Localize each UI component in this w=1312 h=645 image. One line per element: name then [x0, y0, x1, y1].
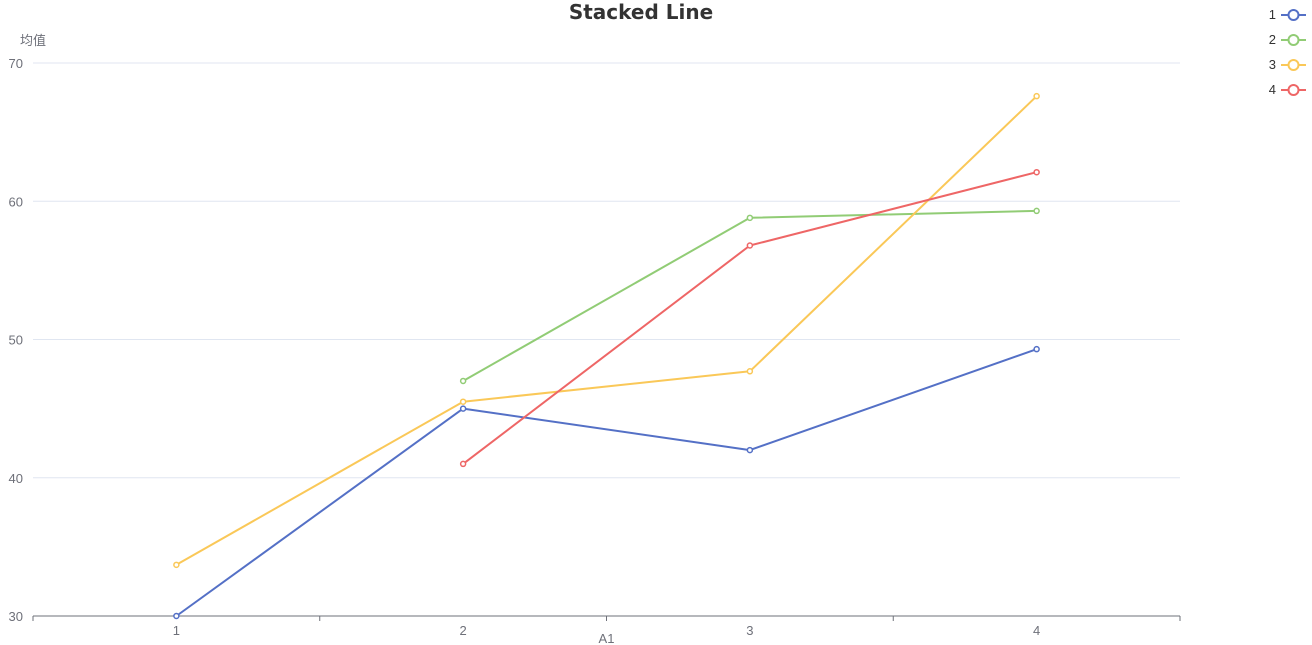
x-tick-label: 1	[173, 623, 180, 638]
legend-label: 1	[1268, 7, 1276, 22]
series-line-2	[462, 209, 1037, 382]
y-tick-label: 40	[9, 471, 23, 486]
legend-line-circle-icon	[1281, 58, 1306, 71]
data-point-series-1	[1033, 345, 1040, 353]
x-tick-label: 2	[460, 623, 467, 638]
data-point-series-3	[1033, 92, 1040, 100]
y-tick-label: 30	[9, 609, 23, 624]
y-tick-label: 50	[9, 333, 23, 348]
data-point-series-2	[459, 377, 467, 385]
legend-label: 3	[1268, 57, 1276, 72]
data-point-series-3	[459, 398, 467, 405]
legend-line-circle-icon	[1281, 33, 1306, 46]
data-point-series-4	[459, 460, 467, 468]
data-point-series-1	[459, 405, 467, 412]
x-tick-label: 3	[746, 623, 753, 638]
data-point-series-2	[1033, 207, 1040, 215]
legend-item-2[interactable]: 2	[1269, 27, 1306, 52]
x-tick-label: 4	[1033, 623, 1040, 638]
series-line-3	[175, 95, 1038, 566]
legend-item-1[interactable]: 1	[1269, 2, 1306, 27]
x-axis-label: A1	[599, 631, 615, 645]
legend-item-4[interactable]: 4	[1269, 77, 1306, 102]
y-axis-label: 均值	[20, 33, 46, 49]
chart-title: Stacked Line	[568, 0, 714, 24]
data-point-series-2	[746, 214, 754, 222]
legend-label: 4	[1268, 82, 1276, 97]
y-tick-label: 70	[9, 56, 23, 71]
data-point-series-3	[173, 561, 180, 569]
data-point-series-3	[746, 368, 754, 375]
data-point-series-1	[746, 446, 754, 454]
legend-label: 2	[1268, 32, 1276, 47]
data-point-series-1	[173, 612, 180, 620]
legend-line-circle-icon	[1281, 8, 1306, 21]
y-tick-label: 60	[9, 194, 23, 209]
data-point-series-4	[746, 242, 754, 249]
legend: 1 2 3 4	[1269, 2, 1306, 102]
data-point-series-4	[1033, 168, 1040, 176]
series-line-1	[175, 348, 1037, 617]
legend-item-3[interactable]: 3	[1269, 52, 1306, 77]
legend-line-circle-icon	[1281, 83, 1306, 96]
